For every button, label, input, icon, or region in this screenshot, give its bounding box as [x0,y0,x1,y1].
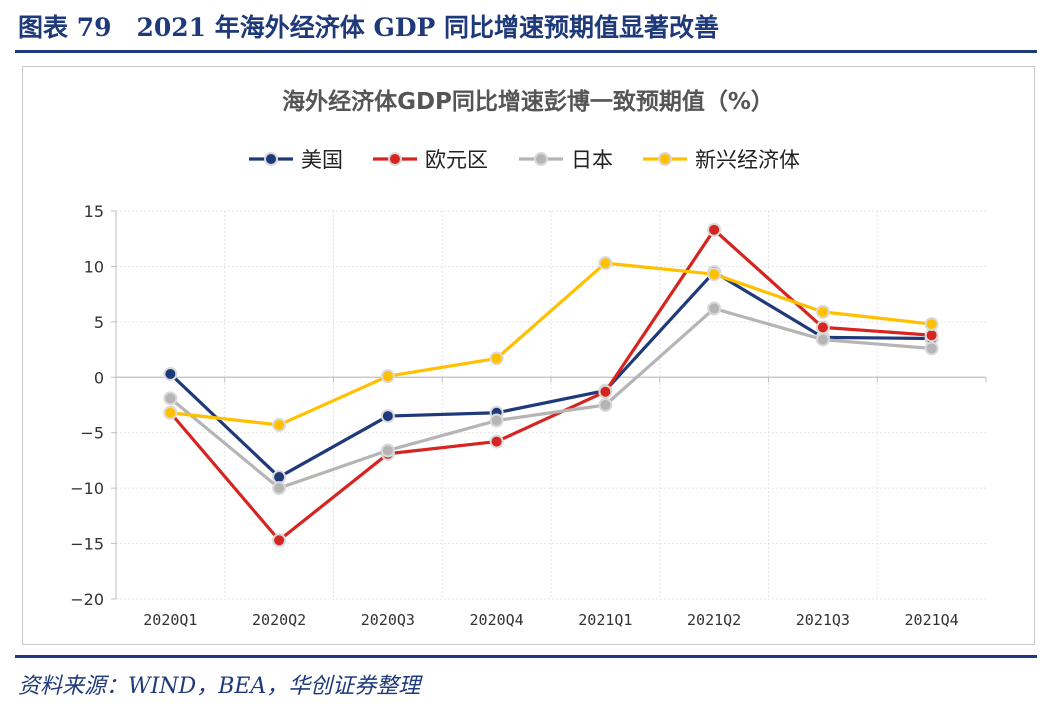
x-tick-label: 2020Q1 [143,611,197,629]
legend-marker-3 [658,152,672,166]
x-tick-label: 2021Q1 [578,611,632,629]
y-tick-label: −5 [80,424,104,443]
data-point-2 [163,391,178,406]
data-point-3 [272,417,287,432]
data-point-2 [924,341,939,356]
data-point-0 [163,366,178,381]
data-point-3 [924,317,939,332]
legend-marker-2 [534,152,548,166]
x-tick-label: 2020Q3 [361,611,415,629]
data-point-2 [707,301,722,316]
legend-marker-1 [388,152,402,166]
series-line-1 [169,228,932,542]
series-line-3 [170,261,932,427]
line-chart: 海外经济体GDP同比增速彭博一致预期值（%） 15 10 5 0 −5 −10 −15 −20… [70,88,987,629]
y-tick-label: −20 [70,590,104,609]
chart-panel: 海外经济体GDP同比增速彭博一致预期值（%） 15 10 5 0 −5 −10 −15 −20… [22,66,1035,645]
data-point-0 [380,409,395,424]
data-point-3 [815,304,830,319]
source-rule [15,655,1037,658]
data-point-1 [489,434,504,449]
x-tick-label: 2021Q4 [905,611,959,629]
data-point-3 [163,405,178,420]
data-point-1 [815,320,830,335]
y-tick-label: 5 [94,313,104,332]
y-tick-label: 10 [84,257,104,276]
series-line-2 [169,306,932,490]
x-tick-label: 2020Q2 [252,611,306,629]
legend-label: 新兴经济体 [695,148,800,172]
data-point-1 [272,533,287,548]
data-point-2 [598,398,613,412]
data-point-2 [272,481,287,496]
data-point-3 [598,256,613,271]
data-point-3 [489,351,504,366]
x-tick-label: 2021Q2 [687,611,741,629]
legend-label: 美国 [301,148,343,172]
x-tick-label: 2020Q4 [470,611,524,629]
source-note: 资料来源：WIND，BEA，华创证券整理 [18,674,421,699]
figure-title: 图表 79 2021 年海外经济体 GDP 同比增速预期值显著改善 [18,13,720,42]
y-tick-label: 15 [84,202,104,221]
chart-title: 海外经济体GDP同比增速彭博一致预期值（%） [282,88,774,115]
data-point-1 [598,384,613,399]
data-point-2 [489,413,504,428]
data-point-1 [707,222,722,237]
data-point-3 [707,267,722,282]
series-line-0 [169,270,932,479]
legend-label: 欧元区 [425,148,488,172]
legend-label: 日本 [571,148,613,172]
y-tick-label: 0 [94,368,104,387]
x-tick-label: 2021Q3 [796,611,850,629]
legend-marker-0 [264,152,278,166]
data-point-3 [380,369,395,384]
data-point-2 [380,443,395,458]
title-rule [15,50,1037,53]
y-tick-label: −15 [70,535,104,554]
y-tick-label: −10 [70,479,104,498]
data-point-2 [815,332,830,347]
